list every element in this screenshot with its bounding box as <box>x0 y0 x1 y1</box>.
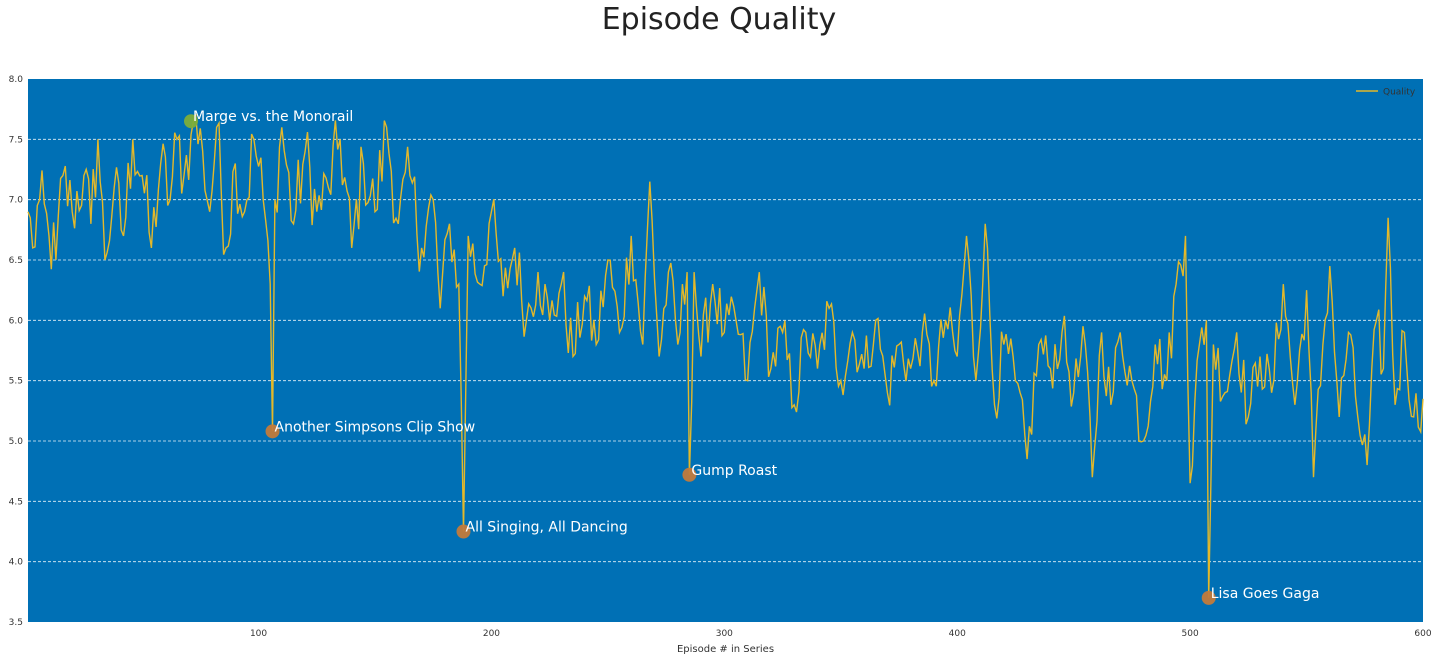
legend-label-quality: Quality <box>1383 88 1416 98</box>
x-tick-label: 500 <box>1182 629 1199 639</box>
y-tick-label: 4.5 <box>9 497 23 507</box>
x-tick-label: 400 <box>949 629 966 639</box>
highlight-point <box>184 114 199 129</box>
series-layer <box>27 113 1424 598</box>
highlight-label: Gump Roast <box>691 463 777 479</box>
highlight-layer: Marge vs. the Monorail Another Simpsons C… <box>184 109 1319 605</box>
x-tick-label: 600 <box>1414 629 1431 639</box>
x-tick-label: 100 <box>250 629 267 639</box>
axis-layer: 3.5 4.0 4.5 5.0 5.5 6.0 6.5 7.0 7.5 8.0 100 200 300 4… <box>9 75 1432 655</box>
highlight-label: All Singing, All Dancing <box>466 520 628 536</box>
highlight-point <box>456 524 471 539</box>
series-line-quality <box>27 113 1424 598</box>
x-tick-label: 300 <box>716 629 733 639</box>
y-tick-label: 7.0 <box>9 196 24 206</box>
y-tick-label: 6.0 <box>9 316 24 326</box>
highlight-point <box>682 467 697 482</box>
x-axis-label: Episode # in Series <box>677 644 774 655</box>
y-tick-label: 6.5 <box>9 256 23 266</box>
chart-title: Episode Quality <box>601 2 837 37</box>
highlight-point <box>1201 590 1216 605</box>
y-tick-label: 5.0 <box>9 437 24 447</box>
highlight-label: Lisa Goes Gaga <box>1211 586 1320 602</box>
highlight-point <box>265 424 280 439</box>
y-tick-label: 4.0 <box>9 558 24 568</box>
y-tick-label: 8.0 <box>9 75 24 85</box>
grid-lines <box>28 138 1423 563</box>
y-tick-label: 7.5 <box>9 135 23 145</box>
y-tick-label: 3.5 <box>9 618 23 628</box>
y-tick-label: 5.5 <box>9 377 23 387</box>
highlight-label: Marge vs. the Monorail <box>193 109 353 125</box>
x-tick-label: 200 <box>483 629 500 639</box>
legend: Quality <box>1356 88 1416 98</box>
plot-area <box>28 79 1423 622</box>
highlight-label: Another Simpsons Clip Show <box>275 419 476 435</box>
